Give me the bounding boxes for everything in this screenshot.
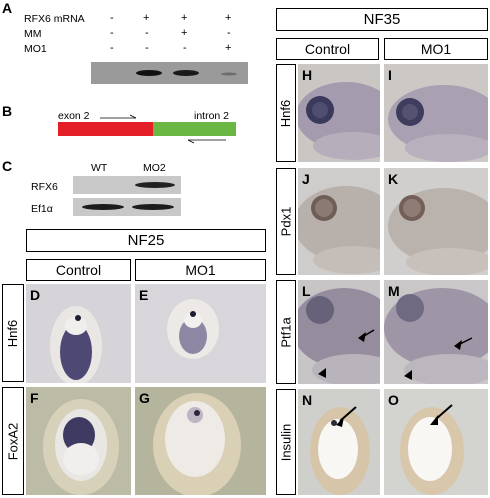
row-label-mo1: MO1 [24, 43, 47, 55]
col-wt: WT [91, 162, 108, 174]
mark: - [145, 27, 149, 39]
mark: - [110, 27, 114, 39]
intron-label: intron 2 [194, 110, 230, 122]
western-blot-image [91, 62, 248, 84]
nf35-row-ptf1a: Ptf1a [276, 280, 296, 384]
embryo-photo-e: E [135, 284, 266, 383]
nf35-col-mo1: MO1 [384, 38, 488, 60]
row-label-mm: MM [24, 28, 42, 40]
gene-diagram [58, 112, 238, 146]
nf25-row-foxa2-label: FoxA2 [5, 422, 21, 460]
panel-f-letter: F [30, 390, 39, 406]
nf35-stage-header: NF35 [276, 8, 488, 31]
nf25-col-mo1: MO1 [135, 259, 266, 281]
mark: + [225, 12, 232, 24]
embryo-photo-n: N [298, 389, 380, 495]
panel-g-letter: G [139, 390, 150, 406]
mark: + [225, 42, 232, 54]
nf35-row-ptf1a-label: Ptf1a [278, 316, 294, 348]
nf25-row-foxa2: FoxA2 [2, 387, 24, 495]
nf25-row-hnf6-label: Hnf6 [5, 319, 21, 347]
nf35-row-hnf6: Hnf6 [276, 64, 296, 162]
panel-b-letter: B [2, 103, 13, 119]
panel-l-letter: L [302, 283, 311, 299]
embryo-photo-j: J [298, 168, 380, 275]
mark: - [183, 42, 187, 54]
nf35-row-insulin-label: Insulin [278, 423, 294, 461]
mark: - [145, 42, 149, 54]
mark: + [143, 12, 150, 24]
nf35-row-pdx1-label: Pdx1 [278, 206, 294, 237]
embryo-photo-m: M [384, 280, 488, 384]
mark: - [110, 12, 114, 24]
row-label-rfx6-mrna: RFX6 mRNA [24, 13, 85, 25]
embryo-photo-f: F [26, 387, 131, 495]
nf35-row-pdx1: Pdx1 [276, 168, 296, 275]
embryo-photo-o: O [384, 389, 488, 495]
panel-m-letter: M [388, 283, 400, 299]
embryo-photo-k: K [384, 168, 488, 275]
panel-o-letter: O [388, 392, 399, 408]
nf25-col-control: Control [26, 259, 131, 281]
embryo-photo-d: D [26, 284, 131, 383]
mark: - [227, 27, 231, 39]
col-mo2: MO2 [143, 162, 166, 174]
embryo-photo-h: H [298, 64, 380, 162]
row-ef1a: Ef1α [31, 203, 53, 215]
rt-pcr-gel-rfx6 [73, 176, 181, 194]
nf35-col-control: Control [276, 38, 379, 60]
mark: + [181, 12, 188, 24]
mark: - [110, 42, 114, 54]
panel-n-letter: N [302, 392, 313, 408]
panel-i-letter: I [388, 67, 392, 83]
row-rfx6: RFX6 [31, 181, 58, 193]
panel-c-letter: C [2, 158, 13, 174]
embryo-photo-g: G [135, 387, 266, 495]
nf35-row-hnf6-label: Hnf6 [278, 99, 294, 127]
panel-e-letter: E [139, 287, 149, 303]
nf25-row-hnf6: Hnf6 [2, 284, 24, 382]
panel-j-letter: J [302, 171, 310, 187]
rt-pcr-gel-ef1a [73, 198, 181, 216]
nf25-stage-header: NF25 [26, 229, 266, 252]
panel-a-letter: A [2, 0, 13, 16]
embryo-photo-l: L [298, 280, 380, 384]
panel-h-letter: H [302, 67, 313, 83]
mark: + [181, 27, 188, 39]
panel-d-letter: D [30, 287, 41, 303]
panel-k-letter: K [388, 171, 399, 187]
embryo-photo-i: I [384, 64, 488, 162]
nf35-row-insulin: Insulin [276, 389, 296, 495]
exon-label: exon 2 [58, 110, 90, 122]
